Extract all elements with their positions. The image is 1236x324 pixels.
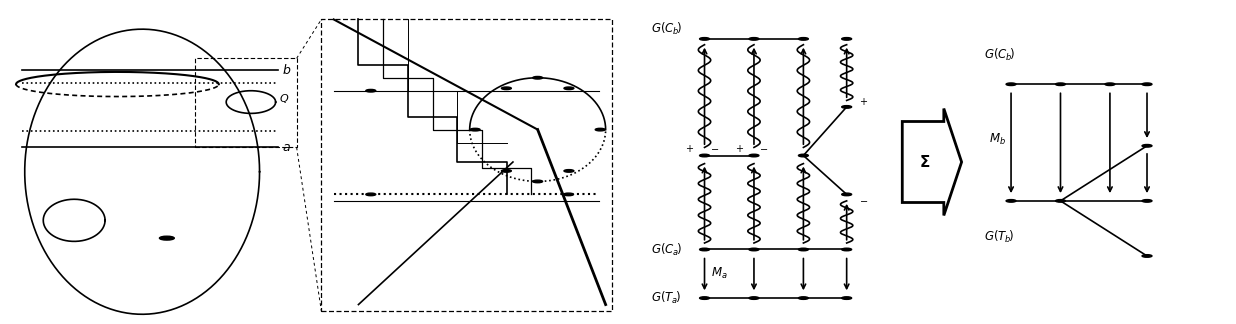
Text: $-$: $-$: [709, 144, 719, 153]
Circle shape: [842, 38, 852, 40]
Text: $-$: $-$: [859, 195, 869, 205]
Circle shape: [159, 236, 174, 240]
Circle shape: [700, 248, 709, 251]
Text: $Q$: $Q$: [279, 92, 289, 105]
Text: $G(C_a\!)$: $G(C_a\!)$: [651, 241, 682, 258]
Circle shape: [1006, 200, 1016, 202]
Circle shape: [533, 180, 543, 183]
Circle shape: [749, 297, 759, 299]
Circle shape: [798, 248, 808, 251]
Circle shape: [1142, 83, 1152, 86]
Circle shape: [700, 38, 709, 40]
Circle shape: [564, 193, 574, 196]
Circle shape: [842, 106, 852, 108]
Circle shape: [1142, 145, 1152, 147]
Circle shape: [1056, 200, 1065, 202]
Circle shape: [798, 38, 808, 40]
Circle shape: [842, 193, 852, 196]
Polygon shape: [902, 109, 962, 215]
Text: $+$: $+$: [859, 96, 869, 107]
Circle shape: [1142, 255, 1152, 257]
Circle shape: [533, 76, 543, 79]
Circle shape: [749, 154, 759, 157]
Text: $G(T_a\!)$: $G(T_a\!)$: [651, 290, 681, 306]
Text: $a$: $a$: [282, 141, 290, 154]
Text: $b$: $b$: [282, 63, 292, 77]
Text: $G(C_b\!)$: $G(C_b\!)$: [984, 47, 1015, 63]
Circle shape: [366, 89, 376, 92]
Circle shape: [842, 248, 852, 251]
Circle shape: [596, 128, 606, 131]
Text: $M_b$: $M_b$: [989, 132, 1006, 147]
Text: $+$: $+$: [734, 143, 744, 154]
Circle shape: [1105, 83, 1115, 86]
Circle shape: [749, 38, 759, 40]
Circle shape: [502, 87, 512, 90]
Circle shape: [366, 193, 376, 196]
Circle shape: [1006, 83, 1016, 86]
Text: $M_a$: $M_a$: [711, 266, 727, 281]
Circle shape: [749, 248, 759, 251]
Circle shape: [502, 169, 512, 172]
Circle shape: [1056, 83, 1065, 86]
Text: $G(T_b\!)$: $G(T_b\!)$: [984, 228, 1014, 245]
Circle shape: [564, 169, 574, 172]
Text: $G(C_b\!)$: $G(C_b\!)$: [651, 21, 682, 37]
Circle shape: [1142, 200, 1152, 202]
Circle shape: [470, 128, 480, 131]
Circle shape: [798, 297, 808, 299]
Circle shape: [700, 297, 709, 299]
Text: $-$: $-$: [759, 144, 769, 153]
Circle shape: [798, 154, 808, 157]
Text: $+$: $+$: [685, 143, 695, 154]
Circle shape: [700, 154, 709, 157]
Circle shape: [564, 87, 574, 90]
Text: $\mathbf{\Sigma}$: $\mathbf{\Sigma}$: [920, 154, 931, 170]
Circle shape: [842, 297, 852, 299]
